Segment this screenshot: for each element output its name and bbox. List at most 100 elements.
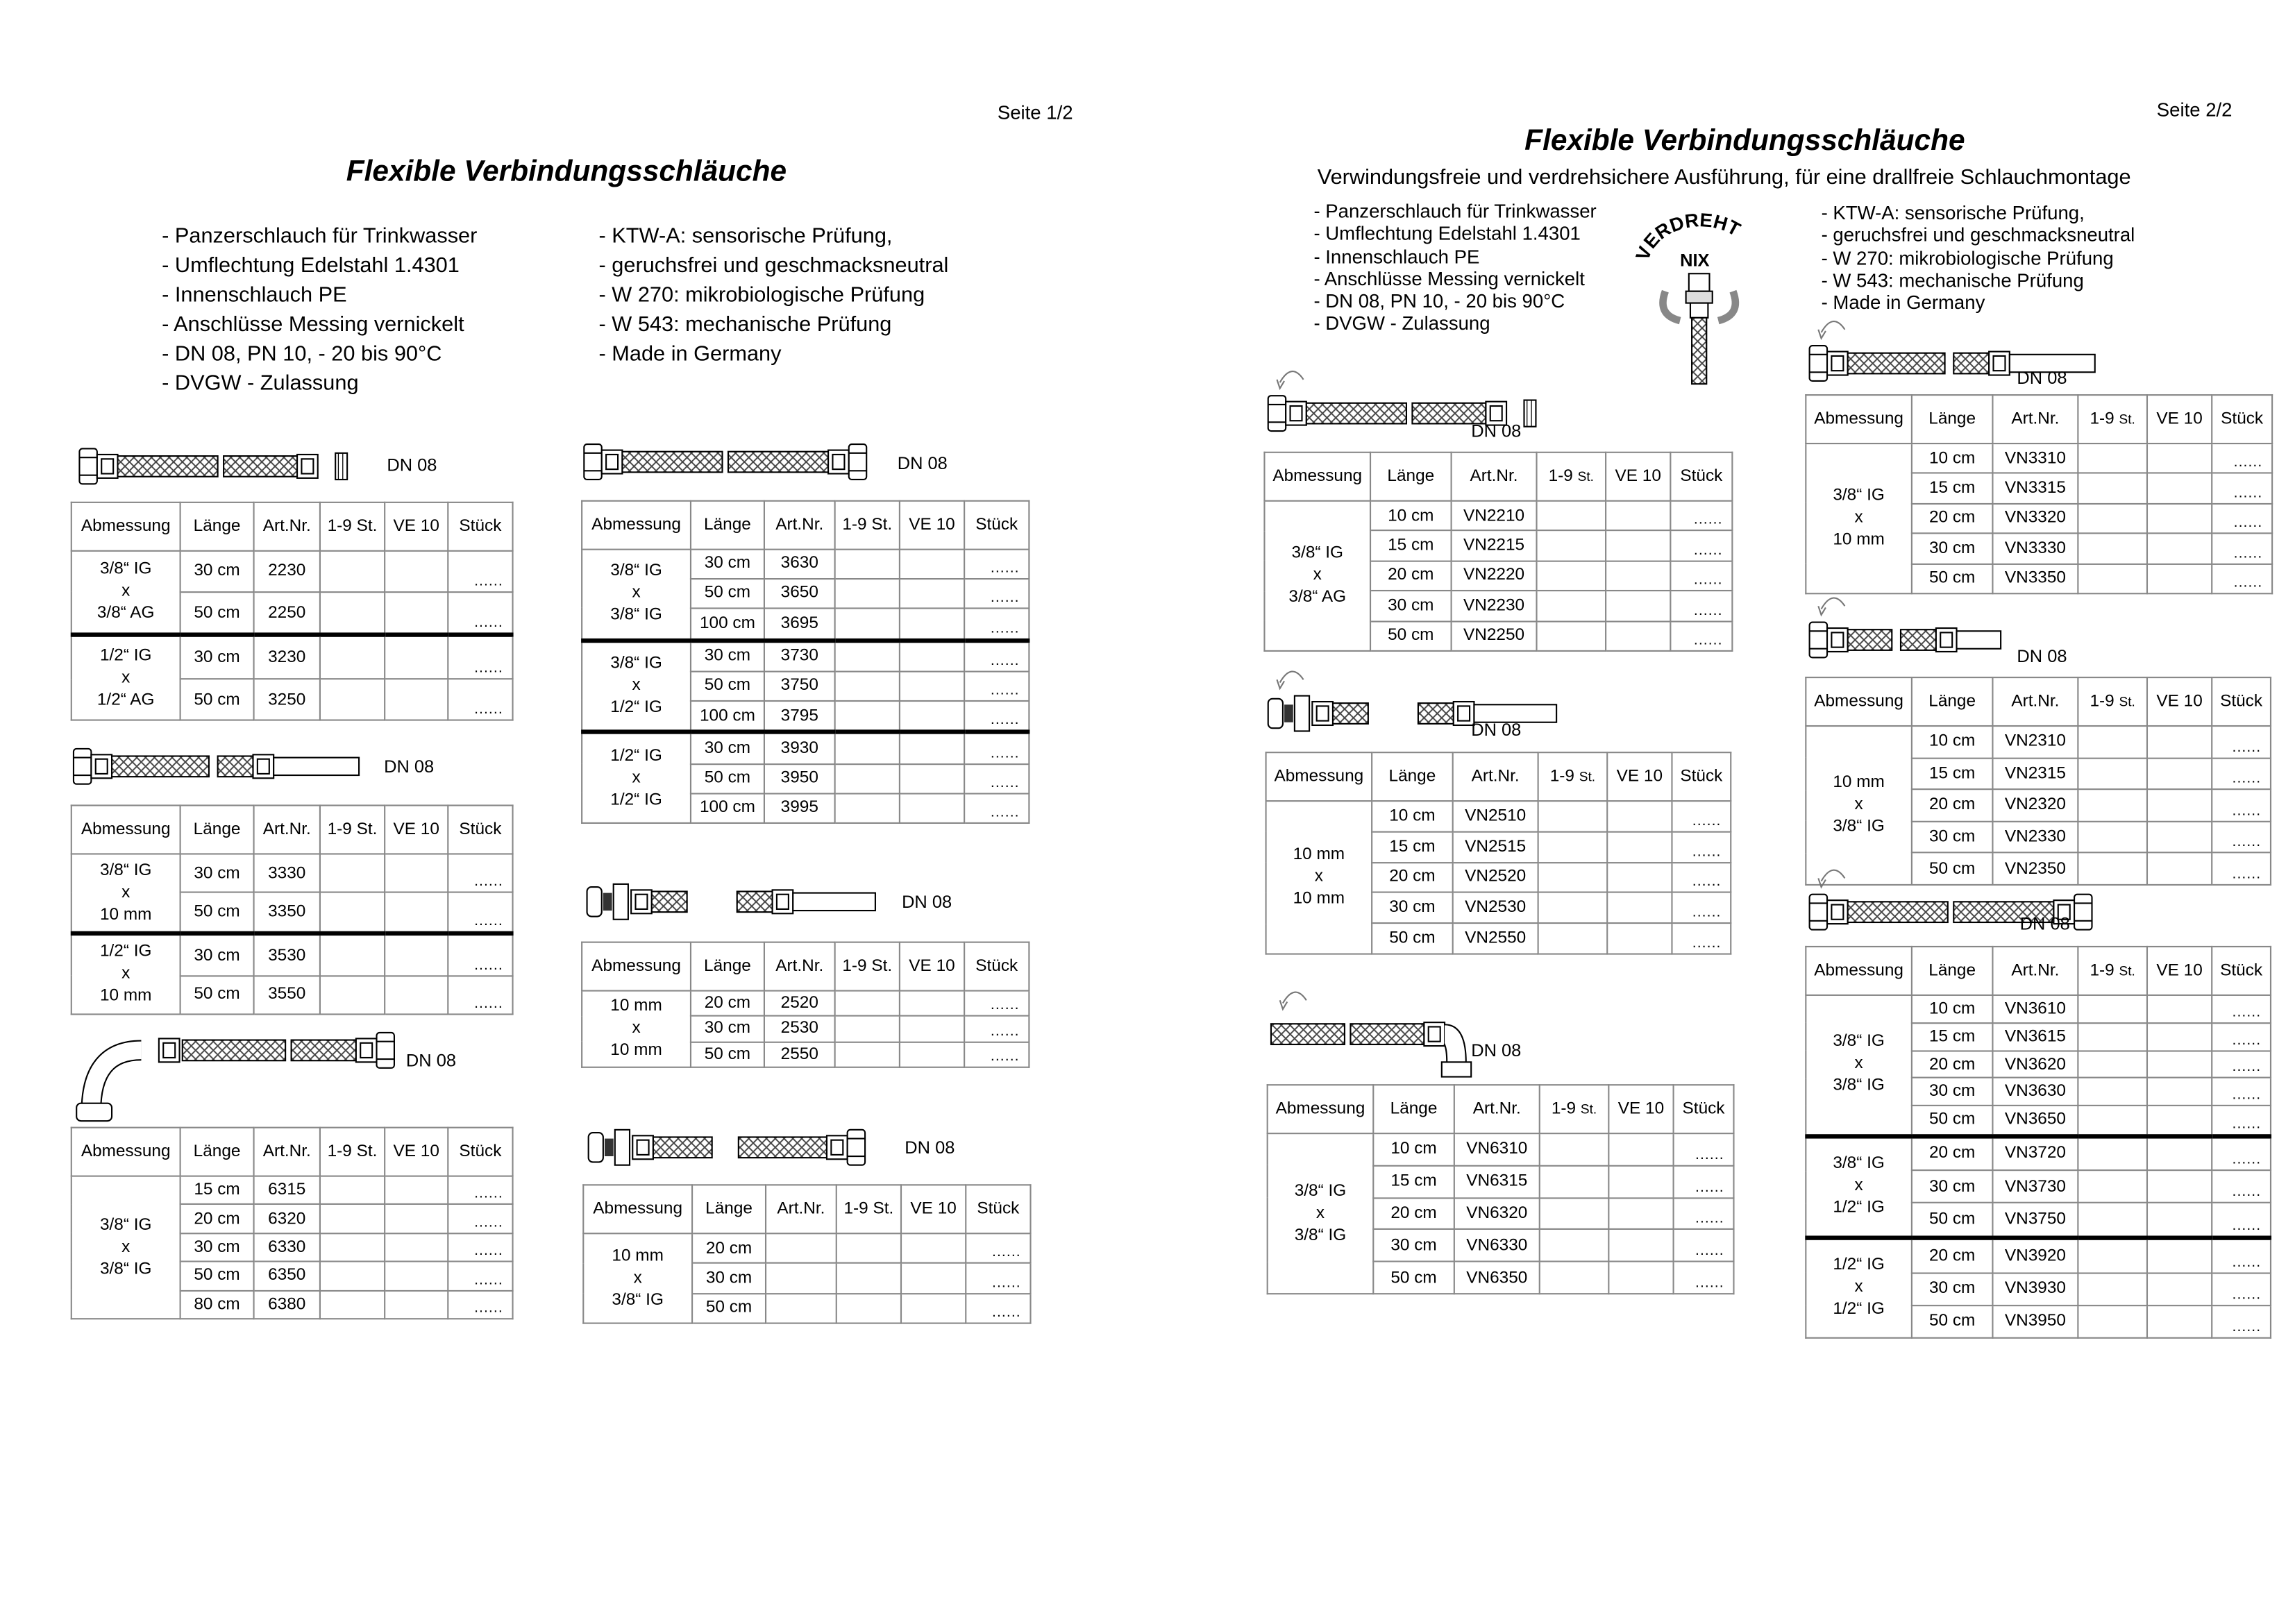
price-ve10-cell[interactable] bbox=[1606, 861, 1673, 894]
price-ve10-cell[interactable] bbox=[2146, 788, 2213, 822]
quantity-field[interactable]: ...... bbox=[2211, 1049, 2272, 1079]
quantity-field[interactable]: ...... bbox=[964, 577, 1030, 609]
price-ve10-cell[interactable] bbox=[900, 1292, 967, 1324]
price-1-9-cell[interactable] bbox=[2077, 1077, 2149, 1107]
price-1-9-cell[interactable] bbox=[2077, 1271, 2149, 1306]
price-1-9-cell[interactable] bbox=[1537, 831, 1608, 863]
quantity-field[interactable]: ...... bbox=[1670, 620, 1733, 652]
price-ve10-cell[interactable] bbox=[898, 548, 966, 580]
quantity-field[interactable]: ...... bbox=[964, 793, 1030, 824]
quantity-field[interactable]: ...... bbox=[964, 1015, 1030, 1043]
price-ve10-cell[interactable] bbox=[1608, 1133, 1674, 1167]
price-1-9-cell[interactable] bbox=[2077, 502, 2149, 534]
quantity-field[interactable]: ...... bbox=[2211, 756, 2272, 790]
price-1-9-cell[interactable] bbox=[834, 763, 900, 795]
quantity-field[interactable]: ...... bbox=[1672, 1228, 1735, 1263]
price-1-9-cell[interactable] bbox=[2077, 994, 2149, 1024]
price-1-9-cell[interactable] bbox=[319, 1232, 386, 1263]
price-1-9-cell[interactable] bbox=[835, 1292, 902, 1324]
price-ve10-cell[interactable] bbox=[384, 1289, 449, 1320]
price-1-9-cell[interactable] bbox=[2077, 562, 2149, 595]
price-ve10-cell[interactable] bbox=[2146, 1022, 2213, 1051]
quantity-field[interactable]: ...... bbox=[2211, 852, 2272, 886]
price-1-9-cell[interactable] bbox=[835, 1233, 902, 1264]
price-ve10-cell[interactable] bbox=[1608, 1165, 1674, 1199]
quantity-field[interactable]: ...... bbox=[2211, 1169, 2272, 1204]
price-1-9-cell[interactable] bbox=[1538, 1196, 1610, 1230]
quantity-field[interactable]: ...... bbox=[1671, 861, 1732, 894]
price-ve10-cell[interactable] bbox=[2146, 562, 2213, 595]
price-ve10-cell[interactable] bbox=[2146, 852, 2213, 886]
price-ve10-cell[interactable] bbox=[2146, 502, 2213, 534]
quantity-field[interactable]: ...... bbox=[447, 1289, 514, 1320]
quantity-field[interactable]: ...... bbox=[2211, 994, 2272, 1024]
quantity-field[interactable]: ...... bbox=[964, 763, 1030, 795]
price-1-9-cell[interactable] bbox=[319, 633, 386, 680]
quantity-field[interactable]: ...... bbox=[1671, 892, 1732, 924]
quantity-field[interactable]: ...... bbox=[447, 974, 514, 1015]
price-1-9-cell[interactable] bbox=[2077, 1049, 2149, 1079]
quantity-field[interactable]: ...... bbox=[447, 1203, 514, 1234]
price-1-9-cell[interactable] bbox=[319, 678, 386, 721]
quantity-field[interactable]: ...... bbox=[2211, 1022, 2272, 1051]
price-1-9-cell[interactable] bbox=[2077, 788, 2149, 822]
price-1-9-cell[interactable] bbox=[1536, 560, 1607, 592]
price-1-9-cell[interactable] bbox=[834, 670, 900, 702]
price-ve10-cell[interactable] bbox=[1605, 530, 1672, 562]
price-1-9-cell[interactable] bbox=[1536, 500, 1607, 532]
quantity-field[interactable]: ...... bbox=[1671, 831, 1732, 863]
quantity-field[interactable]: ...... bbox=[447, 591, 514, 636]
quantity-field[interactable]: ...... bbox=[965, 1262, 1032, 1294]
price-1-9-cell[interactable] bbox=[2077, 1105, 2149, 1137]
price-1-9-cell[interactable] bbox=[2077, 1202, 2149, 1239]
price-ve10-cell[interactable] bbox=[2146, 1133, 2213, 1172]
quantity-field[interactable]: ...... bbox=[447, 1175, 514, 1206]
quantity-field[interactable]: ...... bbox=[447, 891, 514, 935]
price-1-9-cell[interactable] bbox=[319, 1175, 386, 1206]
quantity-field[interactable]: ...... bbox=[1670, 500, 1733, 532]
price-ve10-cell[interactable] bbox=[900, 1233, 967, 1264]
quantity-field[interactable]: ...... bbox=[2211, 1077, 2272, 1107]
price-ve10-cell[interactable] bbox=[898, 577, 966, 609]
price-1-9-cell[interactable] bbox=[2077, 1235, 2149, 1274]
price-1-9-cell[interactable] bbox=[834, 700, 900, 734]
quantity-field[interactable]: ...... bbox=[2211, 1235, 2272, 1274]
price-ve10-cell[interactable] bbox=[2146, 1202, 2213, 1239]
price-ve10-cell[interactable] bbox=[384, 1260, 449, 1292]
price-1-9-cell[interactable] bbox=[1536, 590, 1607, 622]
quantity-field[interactable]: ...... bbox=[964, 607, 1030, 641]
price-ve10-cell[interactable] bbox=[898, 1040, 966, 1068]
price-ve10-cell[interactable] bbox=[1605, 590, 1672, 622]
quantity-field[interactable]: ...... bbox=[2211, 473, 2273, 505]
price-1-9-cell[interactable] bbox=[319, 1289, 386, 1320]
price-1-9-cell[interactable] bbox=[834, 730, 900, 765]
quantity-field[interactable]: ...... bbox=[447, 1260, 514, 1292]
price-1-9-cell[interactable] bbox=[834, 637, 900, 673]
quantity-field[interactable]: ...... bbox=[447, 853, 514, 894]
price-1-9-cell[interactable] bbox=[1536, 530, 1607, 562]
price-1-9-cell[interactable] bbox=[319, 550, 386, 593]
quantity-field[interactable]: ...... bbox=[964, 990, 1030, 1017]
quantity-field[interactable]: ...... bbox=[2211, 725, 2272, 759]
quantity-field[interactable]: ...... bbox=[2211, 562, 2273, 595]
price-1-9-cell[interactable] bbox=[2077, 756, 2149, 790]
quantity-field[interactable]: ...... bbox=[1672, 1133, 1735, 1167]
quantity-field[interactable]: ...... bbox=[2211, 1304, 2272, 1339]
price-ve10-cell[interactable] bbox=[1608, 1196, 1674, 1230]
price-ve10-cell[interactable] bbox=[898, 637, 966, 673]
price-1-9-cell[interactable] bbox=[835, 1262, 902, 1294]
price-1-9-cell[interactable] bbox=[319, 1260, 386, 1292]
price-1-9-cell[interactable] bbox=[834, 1015, 900, 1043]
price-ve10-cell[interactable] bbox=[384, 891, 449, 935]
price-1-9-cell[interactable] bbox=[834, 607, 900, 641]
price-ve10-cell[interactable] bbox=[898, 990, 966, 1017]
price-ve10-cell[interactable] bbox=[384, 591, 449, 636]
quantity-field[interactable]: ...... bbox=[2211, 1271, 2272, 1306]
price-ve10-cell[interactable] bbox=[2146, 532, 2213, 565]
quantity-field[interactable]: ...... bbox=[1670, 590, 1733, 622]
price-ve10-cell[interactable] bbox=[898, 730, 966, 765]
quantity-field[interactable]: ...... bbox=[2211, 502, 2273, 534]
price-ve10-cell[interactable] bbox=[2146, 1105, 2213, 1137]
quantity-field[interactable]: ...... bbox=[447, 633, 514, 680]
price-1-9-cell[interactable] bbox=[834, 793, 900, 824]
